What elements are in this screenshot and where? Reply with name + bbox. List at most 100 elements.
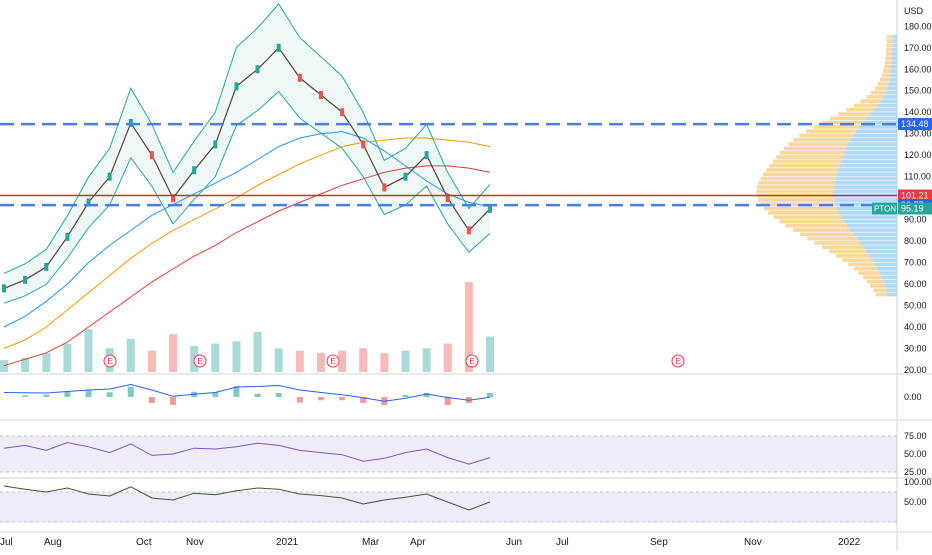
volume-profile-bar-down: [892, 43, 897, 48]
volume-profile-bar-up: [884, 60, 892, 65]
price-label-box: [898, 118, 932, 131]
volume-profile-bar-up: [793, 138, 851, 142]
volume-profile-bar-down: [880, 99, 897, 104]
volume-profile-bar-up: [814, 241, 860, 245]
price-label-box: [898, 202, 932, 215]
macd-histogram-bar: [233, 386, 240, 397]
time-axis[interactable]: Jul Aug Oct Nov 2021 Mar Apr Jun Jul Sep Nov 2022: [0, 537, 861, 548]
volume-profile-bar-down: [841, 215, 897, 220]
volume-profile-bar-up: [866, 95, 884, 99]
volume-profile-bar-down: [892, 39, 897, 43]
volume-profile-bar-down: [866, 249, 897, 254]
volume-profile-bar-down: [888, 82, 897, 86]
volume-profile-bar-up: [806, 129, 857, 134]
moving-average-line: [3, 131, 491, 328]
volume-profile-bar-down: [834, 198, 897, 202]
volume-profile-bar-up: [838, 112, 871, 116]
oscillator-line: [3, 485, 491, 511]
price-label-box: [898, 189, 932, 202]
time-tick-label: Jul: [556, 537, 569, 548]
volume-profile-bar-down: [853, 133, 897, 138]
volume-profile-bar-up: [763, 172, 837, 177]
price-point: [213, 140, 218, 149]
macd-tick-label: 0.00: [904, 392, 922, 402]
price-point: [65, 232, 70, 241]
volume-profile-bar-up: [829, 249, 867, 254]
macd-histogram-bar: [106, 392, 113, 397]
volume-profile-bar-up: [779, 219, 845, 224]
price-point: [23, 275, 28, 284]
volume-profile-bar-down: [859, 125, 897, 129]
volume-profile-bar-up: [792, 228, 851, 232]
volume-profile-bar-down: [841, 159, 897, 164]
volume-profile-bar-up: [858, 271, 880, 275]
volume-profile-bar-up: [758, 198, 835, 202]
volume-profile-bar-down: [842, 155, 897, 159]
price-point: [44, 262, 49, 271]
volume-profile-bar-up: [885, 56, 892, 61]
volume-profile-bar-down: [891, 52, 897, 56]
volume-profile-bar-down: [887, 292, 897, 297]
volume-profile-bar-up: [788, 142, 849, 146]
horizontal-levels[interactable]: [0, 122, 897, 207]
volume-profile-bar-up: [886, 39, 893, 43]
volume-profile-bar-down: [877, 103, 897, 108]
rsi-tick-label: 75.00: [904, 431, 927, 441]
volume-profile-bar-down: [863, 120, 897, 125]
volume-bar: [464, 282, 473, 372]
volume-profile-bar-down: [879, 271, 897, 275]
price-point: [234, 82, 239, 91]
macd-pane: 0.00: [3, 383, 922, 405]
time-tick-label: Jul: [0, 537, 13, 548]
price-tick-label: 40.00: [904, 322, 927, 332]
price-tick-label: 70.00: [904, 258, 927, 268]
volume-profile-bar-down: [833, 189, 897, 194]
volume-profile-bar-up: [879, 77, 890, 82]
price-point: [255, 65, 260, 74]
volume-bar: [42, 353, 51, 372]
volume-profile-bar-down: [890, 73, 897, 78]
volume-profile-bar-up: [821, 120, 864, 125]
volume-profile-bar-up: [873, 288, 887, 293]
price-point: [171, 194, 176, 203]
volume-profile-bar-down: [872, 258, 897, 262]
volume-profile-bar-down: [856, 236, 897, 241]
oscillator-pane: 100.00 50.00: [3, 477, 932, 511]
time-tick-label: Oct: [136, 537, 152, 548]
macd-histogram-bar: [148, 397, 155, 403]
volume-profile-bar-down: [870, 112, 897, 116]
volume-profile-bar-down: [892, 34, 897, 39]
volume-bar: [295, 350, 304, 372]
volume-profile-bar-up: [830, 116, 867, 121]
volume-profile-bar-up: [848, 262, 876, 267]
volume-profile-bar-up: [763, 206, 838, 211]
volume-profile-bar-down: [889, 77, 897, 82]
price-point: [297, 73, 302, 82]
volume-profile-bar-up: [877, 82, 889, 86]
moving-averages: [3, 131, 491, 367]
time-tick-label: 2021: [276, 537, 299, 548]
price-label-text: 101.21: [901, 191, 929, 201]
volume-profile-bar-down: [856, 129, 897, 134]
macd-histogram-bar: [296, 397, 303, 403]
price-point: [276, 43, 281, 52]
volume-profile-bar-down: [838, 168, 897, 172]
price-label-text: 95.19: [901, 203, 924, 213]
volume-profile-bar-up: [886, 43, 893, 48]
volume-profile-bar-down: [891, 60, 897, 65]
volume-profile-bar-down: [885, 90, 897, 95]
price-point: [107, 172, 112, 181]
price-tick-label: 140.00: [904, 107, 932, 117]
volume-profile-bar-down: [866, 116, 897, 121]
volume-profile-bar-down: [844, 150, 897, 155]
volume-profile-bar-up: [870, 90, 886, 95]
price-tick-label: 60.00: [904, 279, 927, 289]
volume-profile-bar-down: [886, 288, 897, 293]
volume-profile-bar-up: [769, 163, 840, 168]
volume-profile-bar-up: [779, 150, 845, 155]
earnings-marker-label: E: [330, 357, 335, 366]
price-tick-label: 130.00: [904, 129, 932, 139]
